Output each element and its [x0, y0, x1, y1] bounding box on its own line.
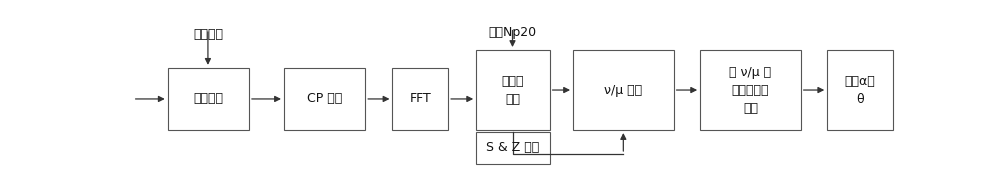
Bar: [827, 50, 893, 130]
Bar: [168, 68, 249, 130]
Bar: [284, 68, 365, 130]
Text: 带宽Np20: 带宽Np20: [488, 26, 537, 39]
Text: FFT: FFT: [409, 92, 431, 105]
Text: S & Z 获取: S & Z 获取: [486, 141, 540, 154]
Text: ν/μ 计算: ν/μ 计算: [604, 84, 642, 96]
Text: 频偏补偿: 频偏补偿: [193, 92, 223, 105]
Text: 频偏估计: 频偏估计: [193, 28, 223, 41]
Bar: [573, 50, 674, 130]
Text: 输出α和
θ: 输出α和 θ: [845, 74, 875, 106]
Text: CP 移除: CP 移除: [307, 92, 342, 105]
Bar: [700, 50, 801, 130]
Bar: [392, 68, 448, 130]
Text: 子载波
提取: 子载波 提取: [502, 74, 524, 106]
Bar: [476, 132, 550, 164]
Bar: [476, 50, 550, 130]
Text: 对 ν/μ 在
子载波上取
平均: 对 ν/μ 在 子载波上取 平均: [729, 66, 771, 114]
